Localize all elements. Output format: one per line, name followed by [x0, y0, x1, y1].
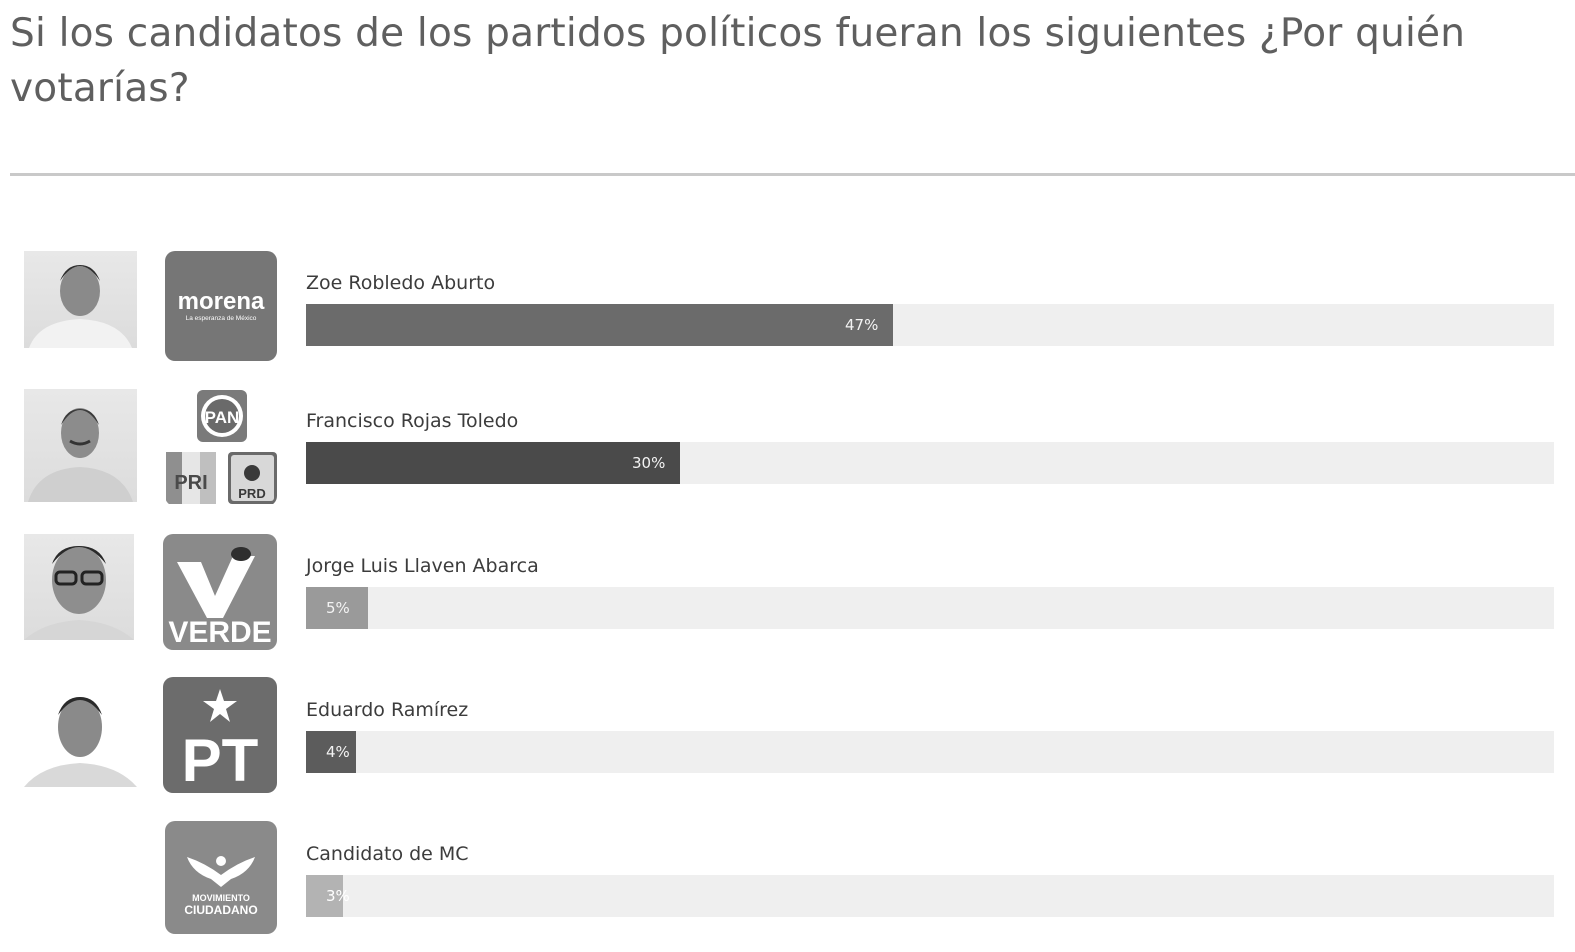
pri-logo: PRI	[166, 452, 216, 504]
bar-value-label: 30%	[632, 454, 666, 472]
title-divider	[10, 173, 1575, 176]
candidate-name: Jorge Luis Llaven Abarca	[306, 555, 539, 577]
bar-track: 30%	[306, 442, 1554, 484]
candidate-photo	[24, 251, 137, 348]
bar-value-label: 5%	[326, 599, 350, 617]
candidate-name: Francisco Rojas Toledo	[306, 410, 519, 432]
candidate-row: VERDE Jorge Luis Llaven Abarca 5%	[0, 533, 1575, 651]
verde-logo-text: VERDE	[168, 616, 271, 649]
candidate-row: MOVIMIENTO CIUDADANO Candidato de MC 3%	[0, 821, 1575, 935]
bar	[306, 304, 893, 346]
bar	[306, 442, 680, 484]
pan-logo: PAN	[197, 390, 247, 442]
candidate-name: Candidato de MC	[306, 843, 469, 865]
pt-logo-text: PT	[182, 727, 259, 793]
candidate-row: morena La esperanza de México Zoe Robledo…	[0, 250, 1575, 362]
chart-title: Si los candidatos de los partidos políti…	[10, 11, 1466, 111]
bar-track: 4%	[306, 731, 1554, 773]
bar-value-label: 47%	[845, 316, 879, 334]
bar-value-label: 4%	[326, 743, 350, 761]
prd-logo-text: PRD	[238, 486, 265, 501]
bar	[306, 875, 343, 917]
bar-value-label: 3%	[326, 887, 350, 905]
candidate-photo	[24, 389, 137, 502]
candidate-photo	[24, 534, 134, 640]
bar	[306, 587, 368, 629]
mc-logo: MOVIMIENTO CIUDADANO	[165, 821, 277, 934]
verde-logo: VERDE	[163, 534, 277, 650]
prd-logo: PRD	[228, 452, 277, 504]
morena-logo-subtitle: La esperanza de México	[186, 315, 257, 322]
candidate-name: Zoe Robledo Aburto	[306, 272, 496, 294]
morena-logo-text: morena	[178, 288, 265, 315]
candidate-photo	[24, 685, 137, 787]
candidate-row: PAN PRI PRD Francisco Rojas Toledo 30%	[0, 388, 1575, 508]
mc-logo-text-2: CIUDADANO	[184, 903, 257, 917]
mc-logo-text: MOVIMIENTO	[192, 893, 250, 903]
pan-logo-text: PAN	[205, 408, 240, 427]
candidate-name: Eduardo Ramírez	[306, 699, 469, 721]
bar-track: 3%	[306, 875, 1554, 917]
pt-logo: PT	[163, 677, 277, 793]
coalition-logos: PAN PRI PRD	[165, 388, 277, 506]
pri-logo-text: PRI	[174, 472, 207, 494]
bar-track: 47%	[306, 304, 1554, 346]
bar-track: 5%	[306, 587, 1554, 629]
candidate-row: PT Eduardo Ramírez 4%	[0, 677, 1575, 795]
bar	[306, 731, 356, 773]
morena-logo: morena La esperanza de México	[165, 251, 277, 361]
